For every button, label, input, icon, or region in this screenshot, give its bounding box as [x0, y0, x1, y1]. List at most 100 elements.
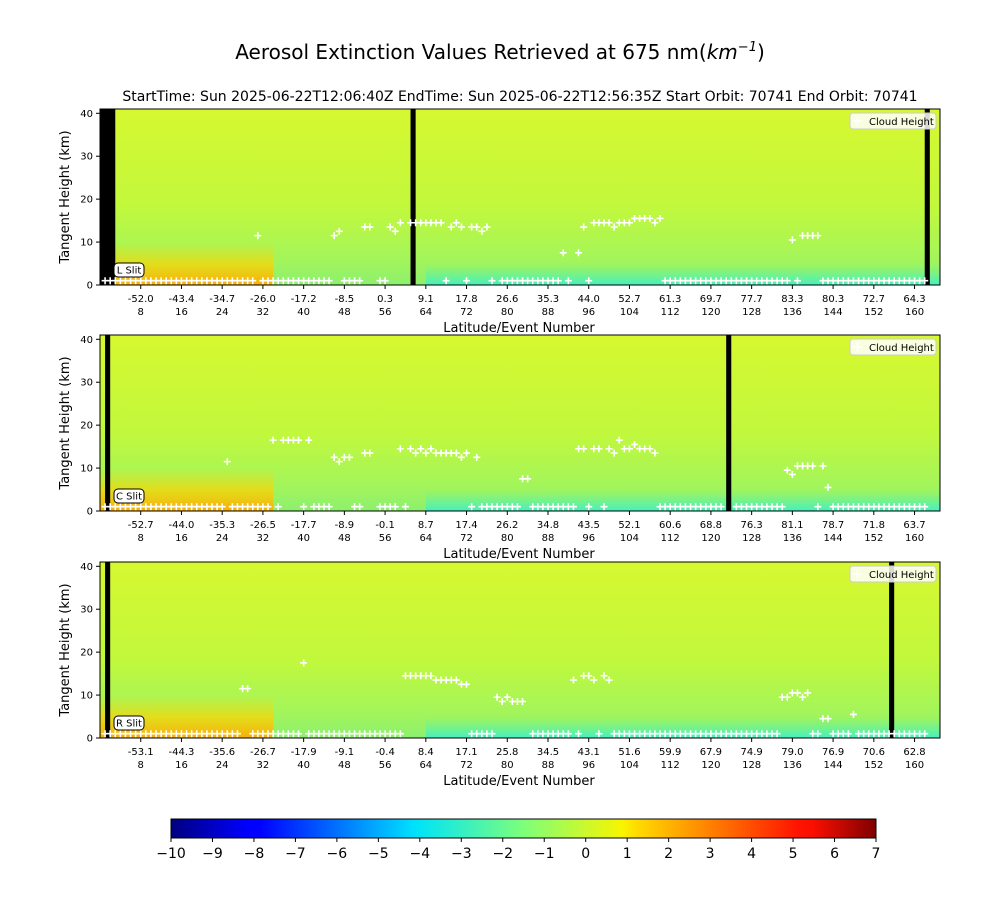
cloud-height-marker: [595, 730, 603, 738]
latitude-tick-label: -0.1: [375, 520, 395, 531]
cloud-height-marker: [493, 693, 501, 701]
latitude-tick-label: 17.4: [455, 520, 477, 531]
y-tick-label: 30: [80, 605, 93, 616]
cloud-height-marker: [804, 689, 812, 697]
latitude-tick-label: 76.3: [741, 520, 763, 531]
colorbar-gradient: [170, 818, 877, 839]
missing-data-column: [105, 562, 111, 738]
event-tick-label: 96: [582, 307, 595, 318]
cloud-height-marker: [503, 693, 511, 701]
cloud-height-marker: [488, 277, 496, 285]
event-tick-label: 88: [542, 307, 555, 318]
event-tick-label: 8: [138, 760, 144, 771]
cloud-height-marker: [921, 277, 929, 285]
cloud-height-marker: [391, 503, 399, 511]
event-tick-label: 112: [661, 760, 680, 771]
cloud-height-marker: [264, 503, 272, 511]
colorbar-tick-label: −3: [451, 846, 472, 862]
latitude-tick-label: 17.1: [455, 747, 477, 758]
cloud-height-marker: [396, 730, 404, 738]
latitude-tick-label: -35.3: [209, 520, 235, 531]
plot-frame: [99, 561, 941, 739]
latitude-tick-label: -17.9: [291, 747, 317, 758]
event-tick-label: 136: [783, 307, 802, 318]
latitude-tick-label: 79.0: [781, 747, 803, 758]
colorbar-tick-label: −6: [327, 846, 348, 862]
latitude-tick-label: 72.7: [863, 294, 885, 305]
event-tick-label: 160: [905, 533, 924, 544]
cloud-height-marker: [325, 277, 333, 285]
cloud-height-marker: [849, 710, 857, 718]
event-tick-label: 24: [216, 533, 229, 544]
cloud-height-marker: [269, 436, 277, 444]
cloud-height-marker: [783, 277, 791, 285]
event-tick-label: 72: [460, 760, 473, 771]
cloud-height-marker: [564, 277, 572, 285]
latitude-tick-label: -53.1: [128, 747, 154, 758]
latitude-tick-label: 0.3: [377, 294, 393, 305]
legend-label: Cloud Height: [869, 343, 934, 354]
cloud-height-marker: [605, 219, 613, 227]
cloud-height-marker: [809, 462, 817, 470]
cloud-height-marker: [651, 219, 659, 227]
missing-data-column: [889, 562, 895, 738]
cloud-height-marker: [330, 232, 338, 240]
missing-data-column: [410, 109, 416, 285]
y-tick-label: 30: [80, 152, 93, 163]
event-tick-label: 128: [742, 760, 761, 771]
cloud-height-marker: [218, 503, 226, 511]
slit-label-text: L Slit: [117, 266, 142, 277]
event-tick-label: 120: [701, 307, 720, 318]
cloud-height-marker: [646, 445, 654, 453]
colorbar: −10 −9 −8 −7 −6 −5 −4 −3 −2 −1 0 1 2 3 4 5 6 7: [156, 818, 881, 862]
plot-frame: [99, 108, 941, 286]
latitude-tick-label: 76.9: [822, 747, 844, 758]
cloud-height-marker: [381, 277, 389, 285]
event-tick-label: 96: [582, 760, 595, 771]
event-tick-label: 80: [501, 307, 514, 318]
panel-r-slit: 0 10 20 30 40 -53.1 8 -44.3 16 -35.6 24 -26.7 32 -17.…: [58, 561, 941, 789]
cloud-height-legend: Cloud Height: [849, 565, 937, 583]
cloud-height-marker: [610, 223, 618, 231]
latitude-tick-label: -44.3: [169, 747, 195, 758]
event-tick-label: 48: [338, 533, 351, 544]
cloud-height-marker: [452, 219, 460, 227]
plot-frame: [99, 334, 941, 512]
colorbar-tick-label: 6: [830, 846, 839, 862]
cloud-height-marker: [824, 715, 832, 723]
legend-box: [849, 338, 937, 356]
cloud-height-marker: [356, 503, 364, 511]
colorbar-tick-label: 7: [872, 846, 881, 862]
cloud-height-marker: [244, 685, 252, 693]
cloud-height-marker: [233, 730, 241, 738]
cloud-height-marker: [564, 730, 572, 738]
cloud-height-marker: [366, 449, 374, 457]
latitude-tick-label: -0.4: [375, 747, 395, 758]
cloud-height-marker: [600, 672, 608, 680]
y-tick-label: 30: [80, 378, 93, 389]
cloud-height-marker: [773, 730, 781, 738]
latitude-tick-label: -26.7: [250, 747, 276, 758]
cloud-height-marker: [783, 693, 791, 701]
event-tick-label: 144: [824, 307, 843, 318]
cloud-height-marker: [625, 445, 633, 453]
latitude-tick-label: 71.8: [863, 520, 885, 531]
cloud-height-marker: [366, 223, 374, 231]
colorbar-tick-label: 1: [623, 846, 632, 862]
cloud-height-marker: [519, 698, 527, 706]
latitude-tick-label: 64.3: [903, 294, 925, 305]
cloud-height-marker: [585, 277, 593, 285]
event-tick-label: 104: [620, 533, 639, 544]
latitude-tick-label: 9.1: [418, 294, 434, 305]
y-tick-label: 20: [80, 195, 93, 206]
latitude-tick-label: 43.1: [578, 747, 600, 758]
event-tick-label: 80: [501, 533, 514, 544]
cloud-height-marker: [488, 730, 496, 738]
cloud-height-marker: [407, 445, 415, 453]
event-tick-label: 120: [701, 760, 720, 771]
latitude-tick-label: 8.4: [418, 747, 434, 758]
cloud-height-marker: [615, 436, 623, 444]
event-tick-label: 144: [824, 533, 843, 544]
cloud-height-marker: [254, 232, 262, 240]
cloud-height-marker: [595, 445, 603, 453]
